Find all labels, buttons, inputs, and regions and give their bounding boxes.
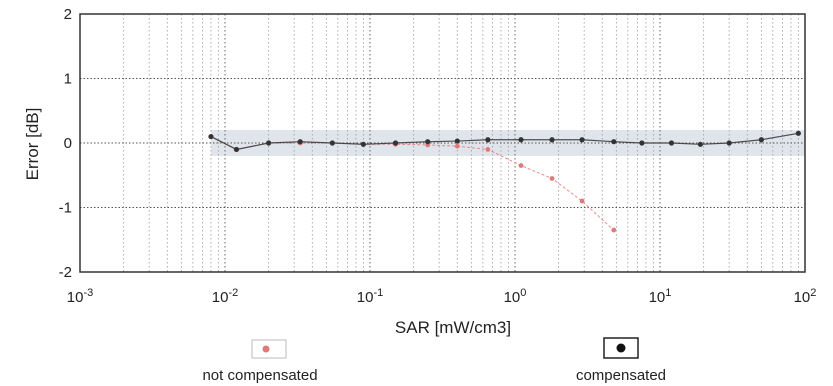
series-layer xyxy=(208,130,801,233)
data-point xyxy=(611,227,617,233)
data-point xyxy=(639,140,645,146)
series-line xyxy=(210,132,799,151)
y-tick-label: -2 xyxy=(59,264,72,281)
legend-marker xyxy=(262,345,270,353)
x-tick-label: 10-2 xyxy=(212,287,238,306)
data-point xyxy=(392,140,399,146)
data-point xyxy=(726,140,732,146)
x-tick-label: 100 xyxy=(504,287,527,306)
data-point xyxy=(208,133,214,140)
data-point xyxy=(297,139,303,145)
data-point xyxy=(579,137,585,143)
plot-frame xyxy=(79,13,806,273)
data-point xyxy=(697,141,704,147)
data-point xyxy=(360,141,366,147)
data-point xyxy=(518,163,524,168)
data-point xyxy=(611,139,617,145)
legend-label: compensated xyxy=(576,367,666,384)
data-point xyxy=(518,137,524,143)
x-tick-label: 10-3 xyxy=(67,287,93,306)
legend-swatch xyxy=(251,339,287,359)
y-axis-title: Error [dB] xyxy=(23,108,42,181)
x-tick-label: 101 xyxy=(649,287,672,306)
legend: not compensated compensated xyxy=(202,337,666,384)
legend-marker xyxy=(616,343,626,353)
legend-swatch xyxy=(603,337,639,359)
data-point xyxy=(485,147,491,152)
y-tick-label: 0 xyxy=(64,135,72,152)
data-point xyxy=(425,139,431,145)
data-point xyxy=(485,137,491,143)
data-point xyxy=(233,146,240,153)
data-point xyxy=(549,176,555,181)
x-tick-label: 10-1 xyxy=(357,287,383,306)
y-tick-label: 2 xyxy=(64,6,72,23)
x-axis-title: SAR [mW/cm3] xyxy=(395,318,511,337)
data-point xyxy=(266,140,272,146)
data-point xyxy=(668,140,675,146)
data-point xyxy=(795,130,801,136)
data-point xyxy=(549,137,555,143)
data-point xyxy=(454,138,460,144)
y-tick-label: -1 xyxy=(59,200,72,217)
data-point xyxy=(454,143,460,149)
y-tick-label: 1 xyxy=(64,71,72,88)
x-tick-label: 102 xyxy=(794,287,817,306)
data-point xyxy=(329,140,335,146)
legend-label: not compensated xyxy=(202,367,317,384)
data-point xyxy=(758,137,764,143)
data-point xyxy=(579,198,585,204)
